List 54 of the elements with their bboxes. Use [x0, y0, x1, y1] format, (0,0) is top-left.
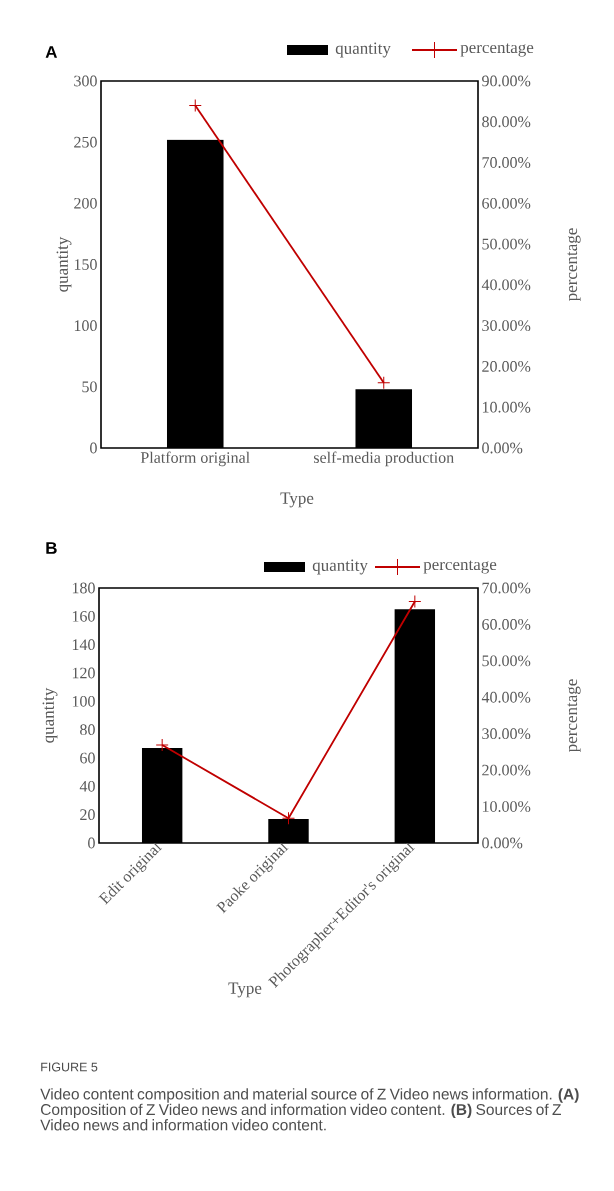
- chart-title: A: [45, 46, 58, 58]
- y2-axis-title: percentage: [567, 228, 581, 302]
- legend-label: quantity: [335, 42, 391, 58]
- y-tick-label: 300: [74, 75, 97, 87]
- y-axis-title: quantity: [42, 687, 58, 743]
- y-tick-label: 100: [74, 320, 97, 332]
- y2-tick-label: 0.00%: [482, 442, 523, 454]
- y-tick-label: 60: [80, 752, 95, 764]
- y-tick-label: 40: [79, 780, 95, 792]
- y-tick-label: 140: [72, 639, 95, 651]
- y-tick-label: 180: [72, 582, 95, 594]
- point: [282, 811, 295, 825]
- y-axis-title: quantity: [56, 236, 72, 292]
- x-axis-title: Type: [228, 982, 262, 998]
- legend-label: quantity: [312, 559, 368, 575]
- y2-tick-label: 50.00%: [482, 238, 531, 250]
- text: Video content composition and material source of Z Video news information. (A) Composition of Z Video news and information video content. (B) Sources of Z Video news and information video content.: [40, 1088, 579, 1131]
- y-tick-label: 160: [72, 610, 95, 622]
- x-tick-label: Platform original: [140, 451, 250, 467]
- y2-tick-label: 20.00%: [482, 361, 531, 372]
- y-tick-label: 20: [80, 809, 95, 821]
- y2-tick-label: 20.00%: [482, 764, 531, 776]
- y-tick-label: 100: [72, 695, 95, 707]
- x-axis-title: Type: [280, 492, 314, 508]
- y2-tick-label: 90.00%: [482, 75, 531, 87]
- y2-tick-label: 60.00%: [482, 619, 531, 630]
- y2-tick-label: 30.00%: [482, 728, 531, 740]
- y-tick-label: 120: [72, 667, 95, 679]
- y-tick-label: 0: [90, 442, 97, 454]
- x-tick-label: self-media production: [313, 451, 454, 467]
- legend-label: percentage: [460, 43, 534, 57]
- y2-tick-label: 80.00%: [482, 116, 531, 128]
- y2-tick-label: 10.00%: [482, 801, 531, 812]
- y-tick-label: 0: [88, 837, 95, 849]
- y2-tick-label: 70.00%: [482, 157, 531, 168]
- y-tick-label: 150: [74, 259, 97, 270]
- y2-tick-label: 70.00%: [482, 582, 531, 594]
- legend-label: percentage: [423, 560, 497, 574]
- point: [408, 594, 422, 608]
- y-tick-label: 200: [74, 197, 97, 209]
- y-tick-label: 250: [74, 136, 97, 148]
- y2-tick-label: 30.00%: [482, 320, 531, 332]
- y-tick-label: 50: [82, 381, 97, 393]
- y2-tick-label: 0.00%: [482, 837, 523, 849]
- point: [155, 738, 169, 752]
- y2-tick-label: 60.00%: [482, 197, 531, 209]
- caption: FIGURE 5: [41, 1062, 98, 1072]
- y2-tick-label: 10.00%: [482, 401, 531, 413]
- chart-title: B: [46, 542, 57, 554]
- y-tick-label: 80: [80, 724, 95, 736]
- y2-axis-title: percentage: [567, 679, 581, 753]
- y2-tick-label: 40.00%: [481, 691, 531, 703]
- y2-tick-label: 50.00%: [482, 655, 531, 667]
- y2-tick-label: 40.00%: [481, 279, 531, 291]
